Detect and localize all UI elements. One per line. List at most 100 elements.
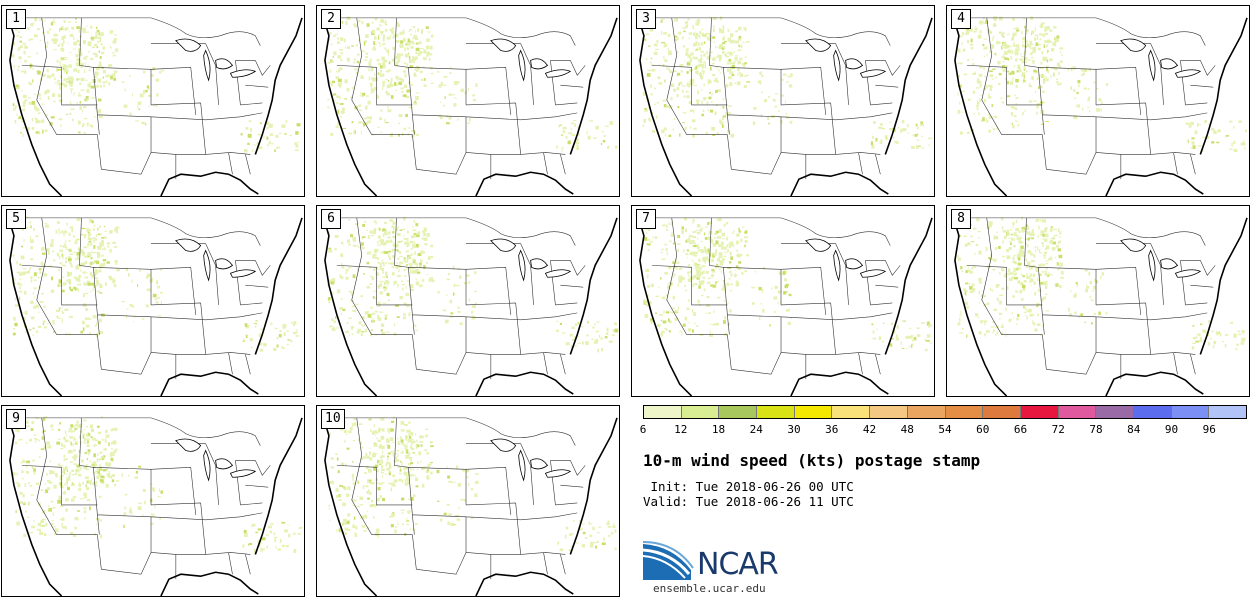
colorbar-tick-label: 78 <box>1089 423 1103 436</box>
panel-number-label: 2 <box>321 9 341 29</box>
map-panel-1: 1 <box>1 5 305 197</box>
colorbar-swatch-11 <box>1058 406 1097 418</box>
panel-number-label: 4 <box>951 9 971 29</box>
colorbar-swatch-4 <box>794 406 833 418</box>
great-lakes <box>490 38 572 82</box>
wind-speed-field <box>12 416 303 554</box>
great-lakes <box>1120 38 1202 82</box>
colorbar-tick-label: 24 <box>749 423 763 436</box>
colorbar-tick-label: 90 <box>1164 423 1179 436</box>
colorbar-swatch-14 <box>1171 406 1210 418</box>
panel-number-label: 6 <box>321 209 341 229</box>
great-lakes <box>175 438 257 482</box>
panel-number-label: 9 <box>6 409 26 429</box>
colorbar-tick-label: 36 <box>825 423 839 436</box>
colorbar-swatch-7 <box>907 406 946 418</box>
panel-number-label: 8 <box>951 209 971 229</box>
wind-speed-colorbar <box>643 405 1247 419</box>
colorbar-swatch-2 <box>719 406 758 418</box>
colorbar-tick-label: 6 <box>639 423 647 436</box>
state-borders <box>7 217 271 380</box>
valid-time: Valid: Tue 2018-06-26 11 UTC <box>643 494 854 509</box>
colorbar-tick-label: 48 <box>900 423 914 436</box>
map-panel-9: 9 <box>1 405 305 597</box>
wind-speed-field <box>957 15 1248 153</box>
colorbar-tick-label: 84 <box>1127 423 1141 436</box>
state-borders <box>322 17 586 180</box>
state-borders <box>637 217 901 380</box>
colorbar-swatch-13 <box>1133 406 1172 418</box>
map-panel-4: 4 <box>946 5 1250 197</box>
colorbar-tick-label: 96 <box>1202 423 1216 436</box>
great-lakes <box>490 438 572 482</box>
wind-speed-field <box>327 216 619 353</box>
panel-number-label: 3 <box>636 9 656 29</box>
great-lakes <box>805 238 887 282</box>
great-lakes <box>175 238 257 282</box>
map-panel-7: 7 <box>631 205 935 397</box>
site-url: ensemble.ucar.edu <box>653 582 766 595</box>
state-borders <box>322 217 586 380</box>
great-lakes <box>490 238 572 282</box>
colorbar-swatch-3 <box>757 406 795 418</box>
great-lakes <box>1120 238 1202 282</box>
map-panel-10: 10 <box>316 405 620 597</box>
colorbar-swatch-1 <box>681 406 720 418</box>
coastline <box>322 415 618 596</box>
conus-map <box>952 215 1248 396</box>
conus-map <box>7 15 303 196</box>
colorbar-swatch-6 <box>870 406 908 418</box>
colorbar-swatch-10 <box>1020 406 1059 418</box>
coastline <box>322 215 618 396</box>
coastline <box>7 415 303 596</box>
coastline <box>7 215 303 396</box>
init-time: Init: Tue 2018-06-26 00 UTC <box>643 479 854 494</box>
conus-map <box>637 15 933 196</box>
map-panel-5: 5 <box>1 205 305 397</box>
wind-speed-field <box>327 16 618 153</box>
wind-speed-field <box>642 16 933 149</box>
ncar-logo-text: NCAR <box>697 547 779 582</box>
panel-number-label: 1 <box>6 9 26 29</box>
colorbar-tick-label: 60 <box>976 423 990 436</box>
great-lakes <box>175 38 257 82</box>
great-lakes <box>805 38 887 82</box>
colorbar-tick-label: 72 <box>1051 423 1065 436</box>
wind-speed-field <box>327 416 617 552</box>
coastline <box>637 215 933 396</box>
panel-number-label: 5 <box>6 209 26 229</box>
state-borders <box>952 217 1216 380</box>
map-panel-6: 6 <box>316 205 620 397</box>
state-borders <box>637 17 901 180</box>
colorbar-tick-label: 30 <box>787 423 801 436</box>
wind-speed-field <box>643 216 932 352</box>
ncar-logo-icon <box>643 541 694 580</box>
map-panel-8: 8 <box>946 205 1250 397</box>
colorbar-swatch-15 <box>1209 406 1246 418</box>
conus-map <box>7 215 303 396</box>
panel-number-label: 7 <box>636 209 656 229</box>
colorbar-swatch-8 <box>945 406 984 418</box>
colorbar-swatch-0 <box>644 406 682 418</box>
colorbar-swatch-12 <box>1096 406 1134 418</box>
state-borders <box>952 17 1216 180</box>
colorbar-swatch-5 <box>832 406 871 418</box>
conus-map <box>952 15 1248 196</box>
coastline <box>7 15 303 196</box>
conus-map <box>7 415 303 596</box>
colorbar-tick-label: 54 <box>938 423 952 436</box>
conus-map <box>322 215 619 396</box>
map-panel-2: 2 <box>316 5 620 197</box>
panel-number-label: 10 <box>321 409 345 429</box>
coastline <box>952 15 1248 196</box>
coastline <box>322 15 618 196</box>
colorbar-tick-labels: 6 12 18 24 30 36 42 48 54 60 66 72 78 84 90 96 <box>639 423 1247 437</box>
wind-speed-field <box>12 216 300 352</box>
colorbar-swatch-9 <box>983 406 1021 418</box>
wind-speed-field <box>12 17 301 153</box>
colorbar-tick-label: 66 <box>1013 423 1028 436</box>
colorbar-tick-label: 12 <box>674 423 688 436</box>
colorbar-tick-label: 42 <box>862 423 877 436</box>
conus-map <box>322 415 618 596</box>
conus-map <box>322 15 618 196</box>
